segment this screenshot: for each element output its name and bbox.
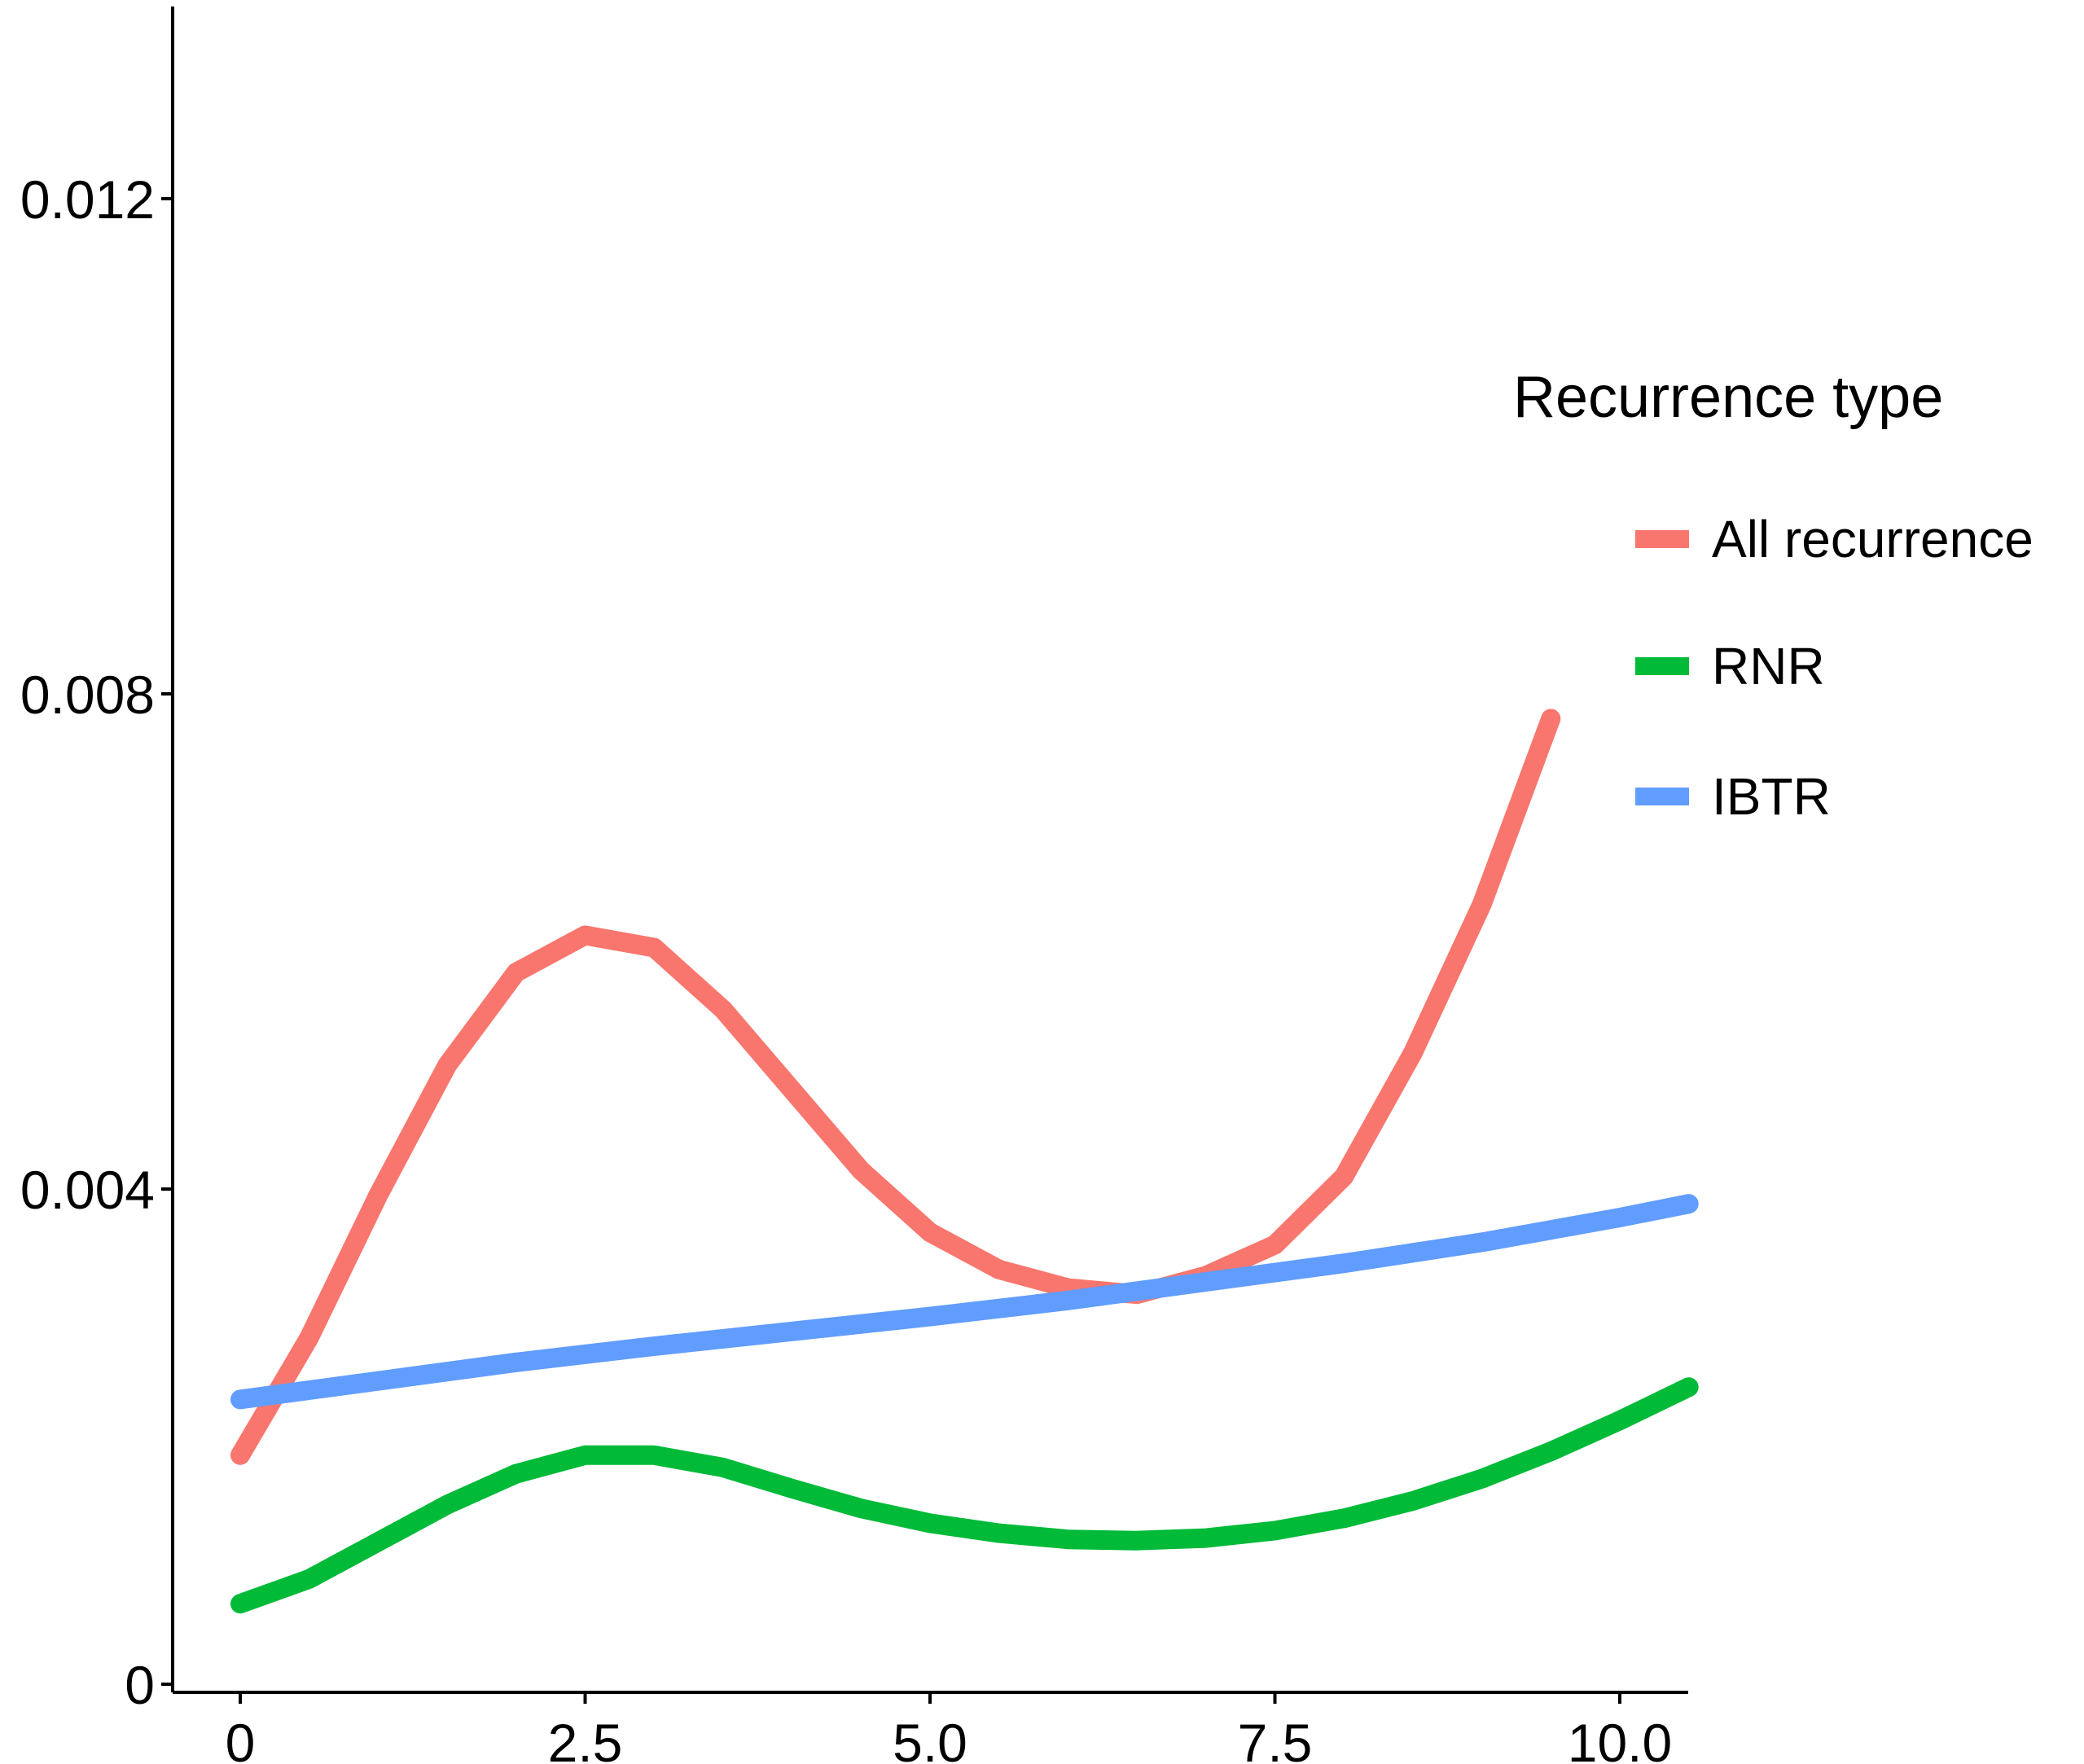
ticks: 0 2.5 5.0 7.5 10.0 0 0.004 0.008 0.012 [20, 169, 1672, 1764]
series-lines [230, 709, 1699, 1614]
legend-title: Recurrence type [1513, 365, 1943, 430]
x-tick-label: 2.5 [548, 1713, 623, 1764]
x-tick-label: 7.5 [1238, 1713, 1313, 1764]
series-line-ibtr [230, 1194, 1699, 1410]
x-tick-label: 10.0 [1568, 1713, 1672, 1764]
y-tick-label: 0.008 [20, 665, 155, 725]
legend-label-all-recurrence: All recurrence [1712, 510, 2034, 568]
legend-label-ibtr: IBTR [1712, 767, 1831, 826]
x-tick-label: 0 [226, 1713, 256, 1764]
legend: Recurrence type All recurrence RNR IBTR [1513, 365, 2034, 826]
series-line-all-recurrence [230, 709, 1561, 1465]
series-line-rnr [230, 1377, 1699, 1614]
y-tick-label: 0 [125, 1655, 155, 1715]
y-tick-label: 0.012 [20, 169, 155, 230]
y-tick-label: 0.004 [20, 1160, 155, 1220]
x-tick-label: 5.0 [893, 1713, 967, 1764]
axes [171, 7, 1688, 1694]
legend-label-rnr: RNR [1712, 637, 1825, 696]
